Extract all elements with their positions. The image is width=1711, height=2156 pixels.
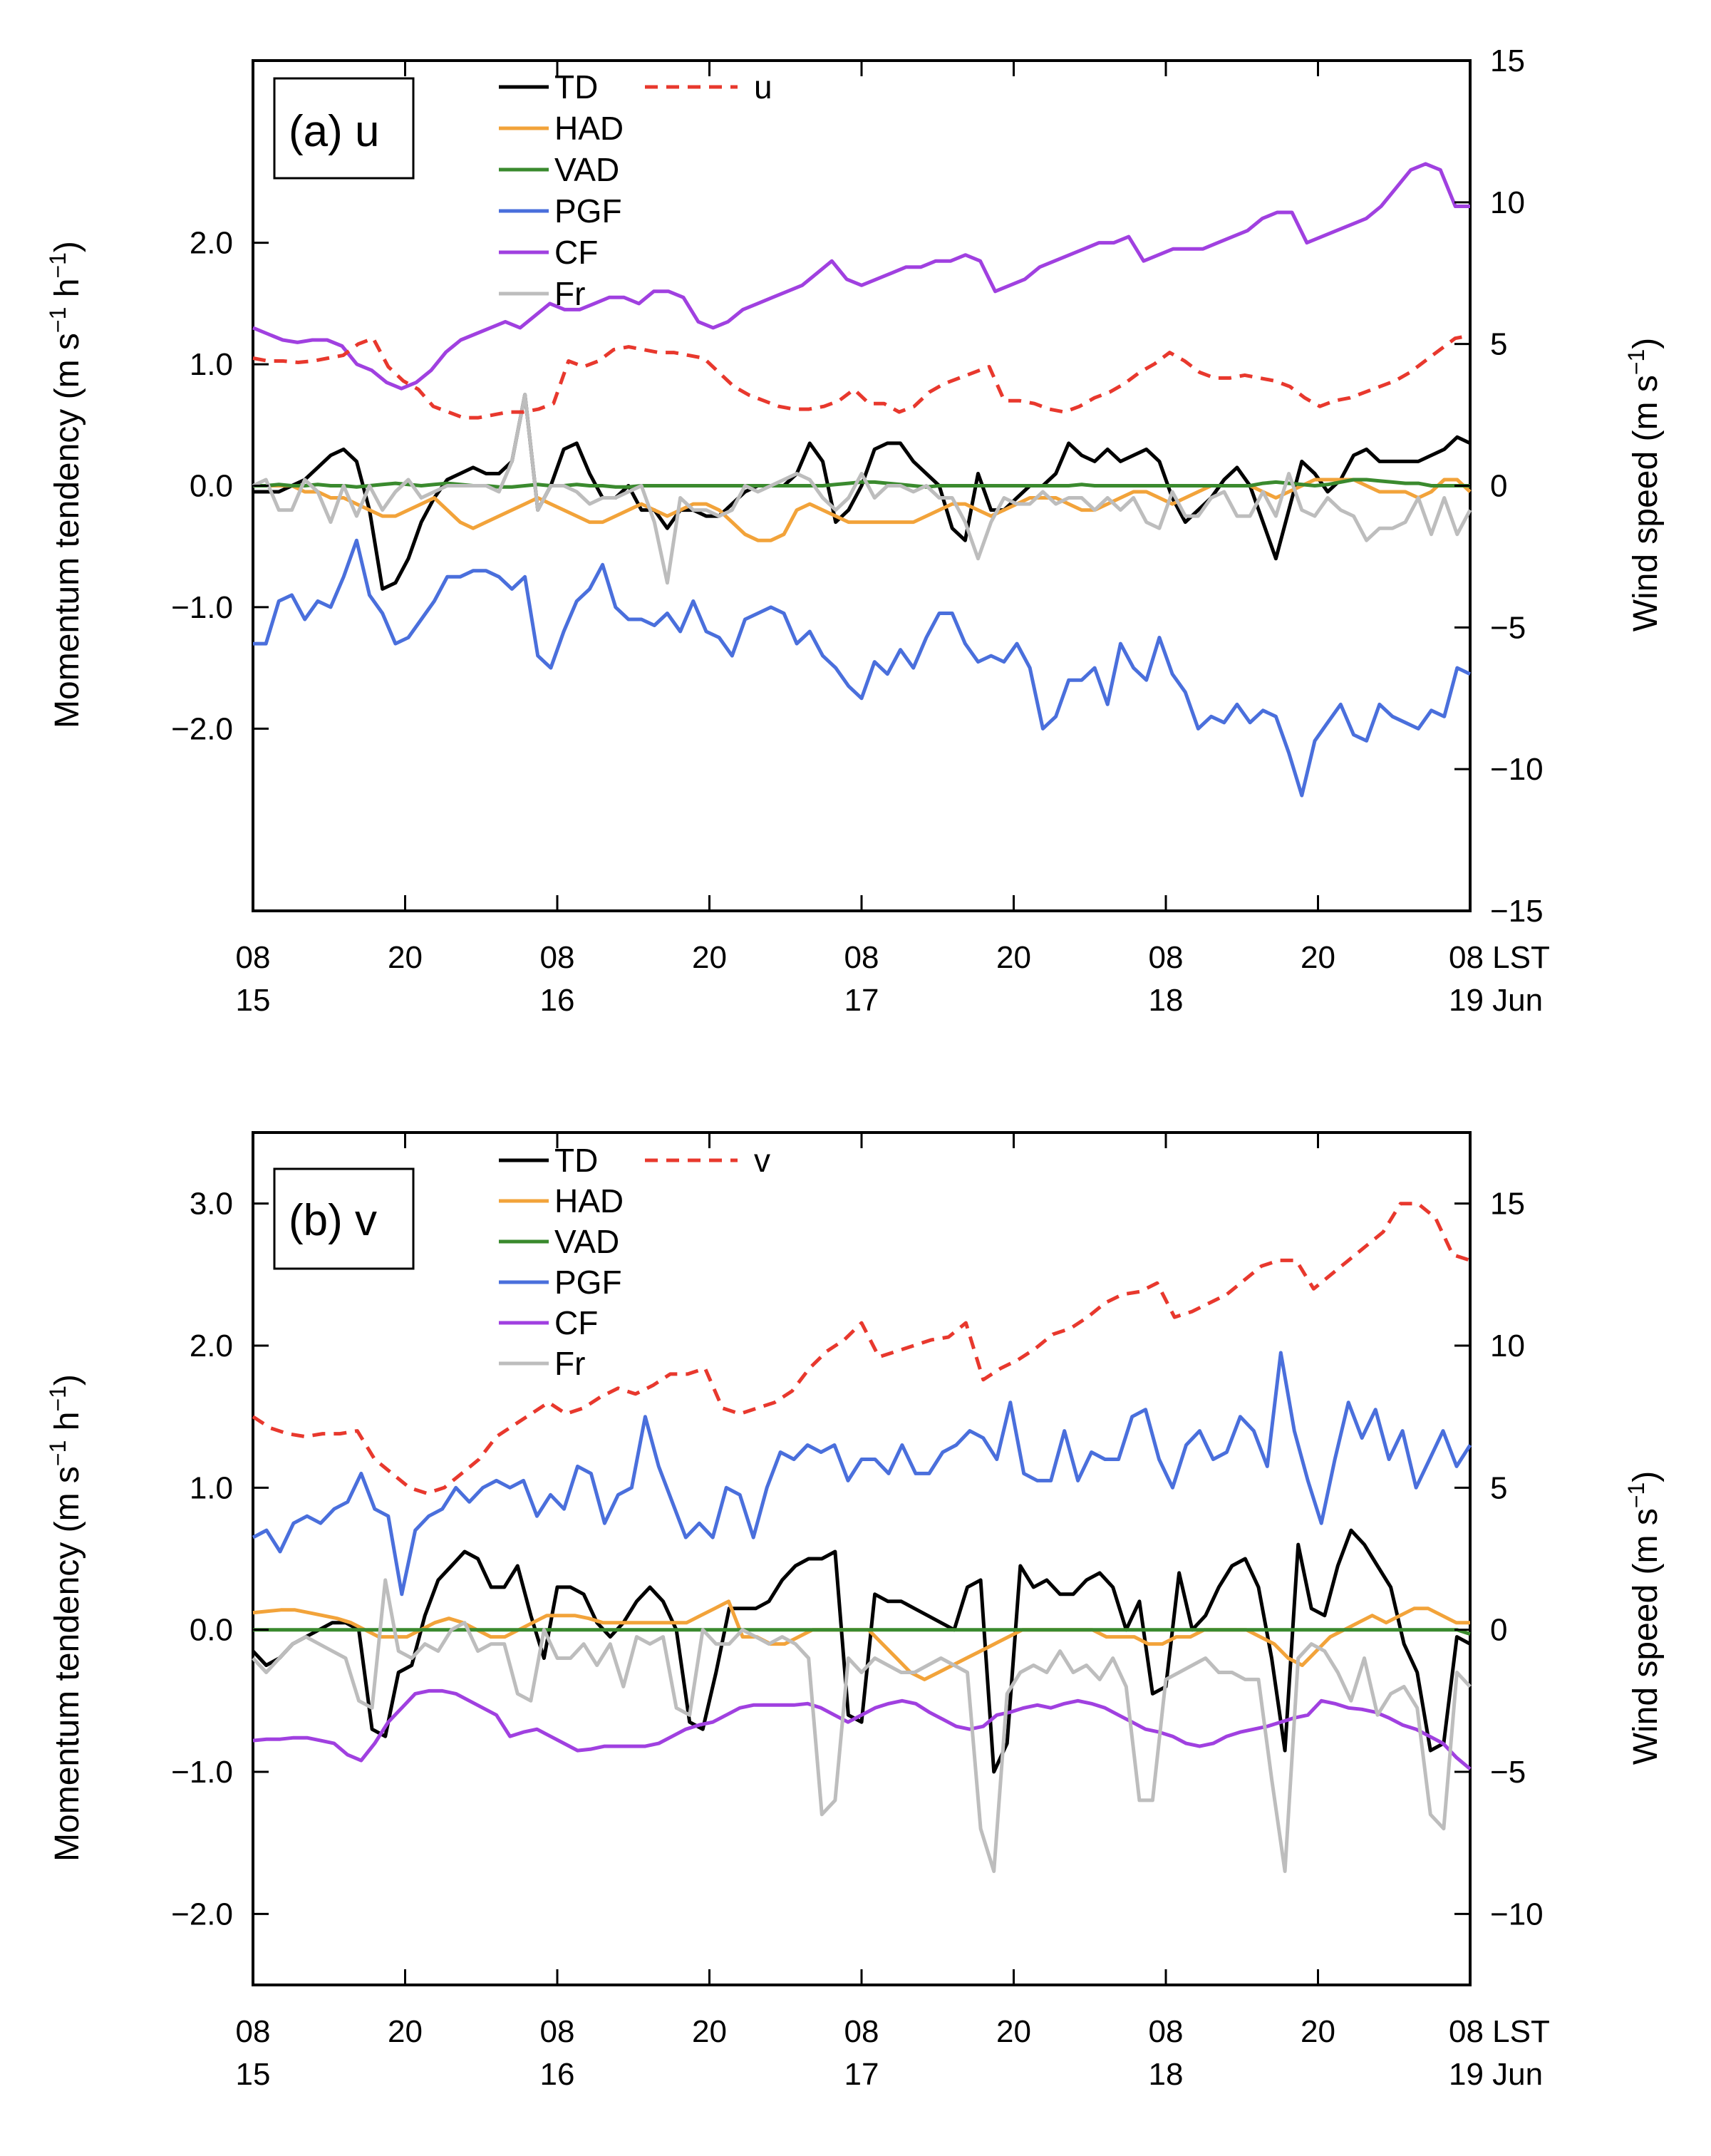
y-tick-label-left-b-2: 0.0 bbox=[190, 1613, 233, 1648]
x-tick-label-hour-a-1: 20 bbox=[388, 940, 423, 975]
legend-frame-b bbox=[273, 1167, 415, 1270]
x-tick-label-date-b-0: 15 bbox=[236, 2057, 271, 2092]
panel-b: (b) v Momentum tendency (m s−1 h−1) Wind… bbox=[45, 1131, 1665, 2092]
x-tick-label-date-b-4: 17 bbox=[844, 2057, 879, 2092]
y-tick-label-left-a-2: 0.0 bbox=[190, 469, 233, 504]
legend-label-vad-b: VAD bbox=[554, 1223, 619, 1260]
x-tick-label-date-b-6: 18 bbox=[1149, 2057, 1184, 2092]
y-tick-label-left-b-4: 2.0 bbox=[190, 1329, 233, 1363]
series-line-had-a bbox=[253, 478, 1472, 542]
legend-label-u-a: u bbox=[754, 68, 772, 105]
y-tick-label-left-a-3: 1.0 bbox=[190, 347, 233, 382]
panel-a: (a) u Momentum tendency (m s−1 h−1) Wind… bbox=[45, 43, 1665, 1018]
series-line-pgf-b bbox=[252, 1351, 1472, 1597]
x-tick-label-hour-a-5: 20 bbox=[996, 940, 1031, 975]
x-tick-label-hour-a-0: 08 bbox=[236, 940, 271, 975]
y-tick-label-right-a-0: −15 bbox=[1490, 894, 1544, 929]
y-tick-label-right-a-5: 10 bbox=[1490, 185, 1525, 220]
x-tick-label-hour-b-1: 20 bbox=[388, 2014, 423, 2049]
legend-label-td-b: TD bbox=[554, 1142, 598, 1179]
legend-label-v-b: v bbox=[754, 1142, 770, 1179]
y-tick-label-left-a-0: −2.0 bbox=[171, 711, 233, 746]
x-tick-label-date-a-2: 16 bbox=[540, 983, 575, 1018]
x-tick-label-hour-a-7: 20 bbox=[1301, 940, 1335, 975]
y-tick-label-right-a-4: 5 bbox=[1490, 327, 1507, 362]
x-tick-label-date-a-8: 19 Jun bbox=[1449, 983, 1543, 1018]
series-line-cf-a bbox=[252, 162, 1470, 391]
legend-label-fr-a: Fr bbox=[554, 275, 585, 312]
legend-label-cf-b: CF bbox=[554, 1304, 598, 1341]
y-axis-title-right-a: Wind speed (m s−1) bbox=[1623, 338, 1665, 632]
y-tick-label-right-b-4: 10 bbox=[1490, 1329, 1525, 1363]
x-tick-label-date-a-4: 17 bbox=[844, 983, 879, 1018]
y-tick-label-right-b-3: 5 bbox=[1490, 1470, 1507, 1505]
y-tick-label-right-a-6: 15 bbox=[1490, 43, 1525, 78]
y-tick-label-left-b-1: −1.0 bbox=[171, 1755, 233, 1790]
legend-label-fr-b: Fr bbox=[554, 1345, 585, 1382]
y-tick-label-right-a-1: −10 bbox=[1490, 752, 1544, 787]
x-tick-label-hour-b-2: 08 bbox=[540, 2014, 575, 2049]
x-tick-label-hour-b-8: 08 LST bbox=[1449, 2014, 1550, 2049]
y-tick-label-left-a-1: −1.0 bbox=[171, 590, 233, 625]
y-tick-label-right-b-5: 15 bbox=[1490, 1187, 1525, 1222]
series-line-td-b bbox=[252, 1528, 1472, 1774]
x-tick-label-hour-b-6: 08 bbox=[1149, 2014, 1184, 2049]
y-tick-label-left-b-3: 1.0 bbox=[190, 1470, 233, 1505]
y-axis-title-left-b: Momentum tendency (m s−1 h−1) bbox=[45, 1374, 86, 1862]
legend-label-td-a: TD bbox=[554, 68, 598, 105]
x-tick-label-hour-b-0: 08 bbox=[236, 2014, 271, 2049]
legend-label-vad-a: VAD bbox=[554, 151, 619, 188]
series-line-had-b bbox=[252, 1599, 1470, 1681]
x-tick-label-date-b-8: 19 Jun bbox=[1449, 2057, 1543, 2092]
x-tick-label-hour-a-2: 08 bbox=[540, 940, 575, 975]
series-line-cf-b bbox=[252, 1688, 1472, 1770]
x-tick-label-hour-b-5: 20 bbox=[996, 2014, 1031, 2049]
y-tick-label-right-b-1: −5 bbox=[1490, 1755, 1526, 1790]
y-tick-label-left-b-0: −2.0 bbox=[171, 1897, 233, 1931]
x-tick-label-hour-b-4: 08 bbox=[844, 2014, 879, 2049]
x-tick-label-hour-a-3: 20 bbox=[692, 940, 727, 975]
x-tick-label-hour-b-3: 20 bbox=[692, 2014, 727, 2049]
legend-frame-a bbox=[273, 77, 415, 180]
series-line-fr-b bbox=[252, 1578, 1472, 1873]
series-line-pgf-a bbox=[253, 538, 1472, 798]
legend-label-had-b: HAD bbox=[554, 1182, 624, 1219]
x-tick-label-date-a-6: 18 bbox=[1149, 983, 1184, 1018]
legend-label-pgf-b: PGF bbox=[554, 1264, 622, 1301]
legend-label-had-a: HAD bbox=[554, 110, 624, 147]
series-line-u-a bbox=[252, 334, 1471, 420]
legend-label-cf-a: CF bbox=[554, 234, 598, 271]
series-line-vad-b bbox=[253, 1628, 1471, 1636]
y-tick-label-left-b-5: 3.0 bbox=[190, 1187, 233, 1222]
x-tick-label-hour-a-6: 08 bbox=[1149, 940, 1184, 975]
x-tick-label-hour-a-8: 08 LST bbox=[1449, 940, 1550, 975]
x-tick-label-date-b-2: 16 bbox=[540, 2057, 575, 2092]
series-group-b bbox=[252, 1202, 1472, 1873]
x-tick-label-hour-a-4: 08 bbox=[844, 940, 879, 975]
y-axis-title-right-b: Wind speed (m s−1) bbox=[1623, 1471, 1665, 1765]
x-tick-label-hour-b-7: 20 bbox=[1301, 2014, 1335, 2049]
y-tick-label-right-a-2: −5 bbox=[1490, 610, 1526, 645]
y-tick-label-right-b-2: 0 bbox=[1490, 1613, 1507, 1648]
panel-label-a: (a) u bbox=[289, 107, 379, 156]
y-tick-label-right-a-3: 0 bbox=[1490, 469, 1507, 504]
series-line-td-a bbox=[253, 393, 1472, 591]
legend-a: TD HAD VAD PGF CF Fr u bbox=[499, 68, 772, 312]
series-line-v-b bbox=[252, 1202, 1471, 1495]
y-axis-title-left-a: Momentum tendency (m s−1 h−1) bbox=[45, 241, 86, 728]
legend-label-pgf-a: PGF bbox=[554, 192, 622, 229]
series-group-a bbox=[252, 162, 1472, 798]
panel-label-b: (b) v bbox=[289, 1196, 377, 1245]
x-tick-label-date-a-0: 15 bbox=[236, 983, 271, 1018]
y-tick-label-left-a-4: 2.0 bbox=[190, 226, 233, 261]
series-line-fr-a bbox=[252, 393, 1472, 585]
y-tick-label-right-b-0: −10 bbox=[1490, 1897, 1544, 1931]
